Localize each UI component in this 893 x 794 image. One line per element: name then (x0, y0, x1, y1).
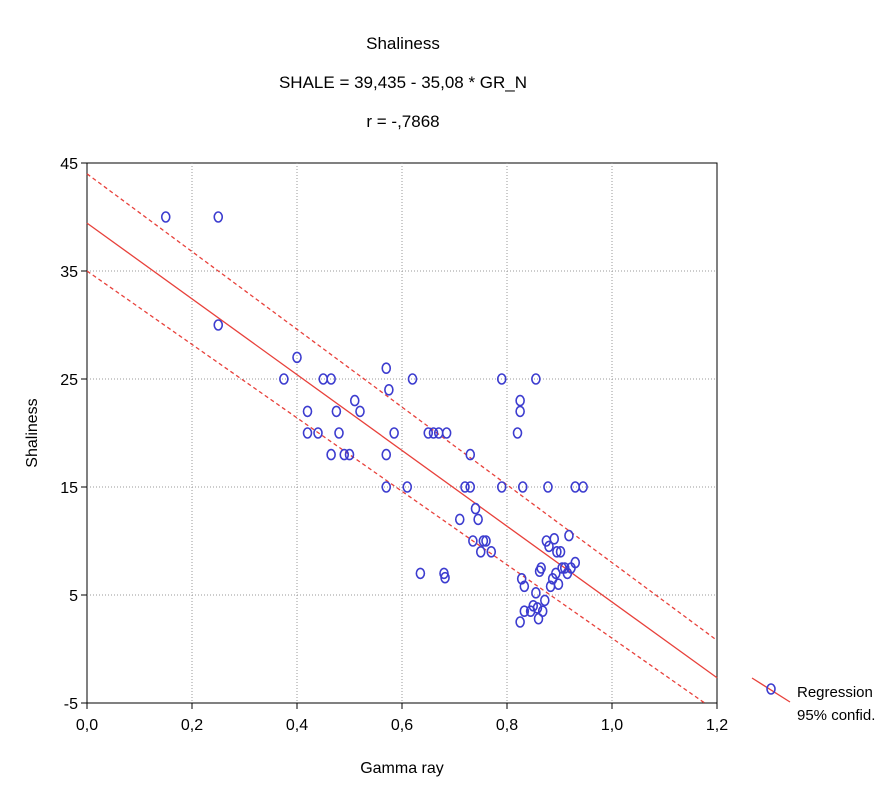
legend-entry-regression: Regression (797, 684, 873, 701)
data-point (473, 513, 483, 526)
data-point (355, 405, 365, 418)
y-tick-label: 5 (69, 588, 78, 605)
data-point (339, 448, 350, 461)
data-point (331, 405, 342, 418)
data-point (512, 427, 523, 439)
grid (87, 163, 717, 703)
data-point (531, 373, 541, 385)
data-point (440, 571, 450, 584)
data-point (279, 373, 289, 385)
data-point (326, 373, 336, 385)
data-point (468, 535, 478, 547)
data-point (496, 373, 507, 385)
data-point (292, 351, 302, 364)
y-axis-label: Shaliness (24, 398, 41, 467)
legend: Regression 95% confid. (751, 677, 875, 724)
data-point (536, 562, 546, 574)
x-tick-label: 0,0 (76, 717, 98, 734)
confidence-band-upper (86, 173, 718, 641)
data-point (381, 481, 392, 493)
data-point (213, 211, 224, 223)
legend-entry-confidence: 95% confid. (797, 707, 875, 724)
data-point (549, 533, 560, 545)
data-point (544, 540, 554, 553)
y-tick-label: -5 (64, 696, 78, 713)
title-line-1: Shaliness (366, 34, 440, 53)
data-point (496, 481, 507, 493)
data-point (407, 373, 418, 385)
data-point (160, 211, 171, 223)
y-tick-label: 25 (60, 372, 78, 389)
data-point (389, 427, 399, 439)
x-tick-label: 1,2 (706, 717, 728, 734)
data-point (532, 602, 543, 614)
data-point (441, 427, 452, 439)
x-tick-label: 1,0 (601, 717, 623, 734)
data-point (381, 362, 392, 375)
data-point (428, 427, 439, 439)
data-point (570, 556, 581, 569)
x-tick-label: 0,8 (496, 717, 518, 734)
x-tick-label: 0,6 (391, 717, 413, 734)
data-point (423, 427, 434, 439)
data-point (381, 448, 392, 461)
y-tick-label: 15 (60, 480, 78, 497)
data-point (344, 448, 355, 461)
x-tick-label: 0,2 (181, 717, 203, 734)
y-tick-label: 45 (60, 156, 78, 173)
data-point (564, 529, 574, 542)
title-line-3: r = -,7868 (366, 112, 439, 131)
legend-point-marker (766, 683, 776, 695)
data-point (334, 427, 344, 439)
data-point (475, 545, 486, 558)
data-point (415, 567, 426, 580)
x-tick-label: 0,4 (286, 717, 308, 734)
data-point (460, 481, 470, 493)
data-point (519, 580, 530, 593)
data-point (552, 545, 562, 558)
data-point (454, 513, 465, 526)
data-point (515, 616, 525, 628)
title-line-2: SHALE = 39,435 - 35,08 * GR_N (279, 73, 527, 92)
data-point (302, 427, 313, 439)
data-point (516, 572, 527, 585)
data-point (515, 405, 525, 418)
data-point (470, 502, 481, 515)
data-point (465, 448, 476, 461)
data-point (478, 535, 489, 547)
data-point (313, 427, 323, 439)
data-point (531, 587, 541, 599)
y-tick-label: 35 (60, 264, 78, 281)
confidence-bands (86, 173, 718, 704)
data-point (551, 567, 561, 580)
data-point (537, 605, 548, 618)
data-point (578, 481, 588, 493)
data-point (555, 545, 566, 558)
regression-line-group (86, 222, 718, 679)
data-point (302, 405, 313, 418)
legend-regression-line (751, 677, 791, 703)
data-point (326, 448, 336, 461)
data-point (384, 383, 394, 396)
data-point (481, 535, 491, 547)
data-point (213, 319, 224, 331)
regression-line (86, 222, 718, 679)
x-axis-ticks: 0,0 0,2 0,4 0,6 0,8 1,0 1,2 (76, 703, 728, 734)
y-axis-ticks: -5 5 15 25 35 45 (60, 156, 87, 713)
data-point (465, 481, 476, 493)
data-point (539, 594, 550, 607)
x-axis-label: Gamma ray (360, 760, 444, 777)
data-points (160, 211, 588, 628)
data-point (402, 481, 413, 493)
data-point (349, 394, 360, 407)
data-point (517, 481, 528, 493)
data-point (553, 578, 564, 591)
data-point (486, 545, 497, 558)
data-point (519, 605, 530, 618)
chart-title: Shaliness SHALE = 39,435 - 35,08 * GR_N … (279, 34, 527, 131)
data-point (543, 481, 553, 493)
